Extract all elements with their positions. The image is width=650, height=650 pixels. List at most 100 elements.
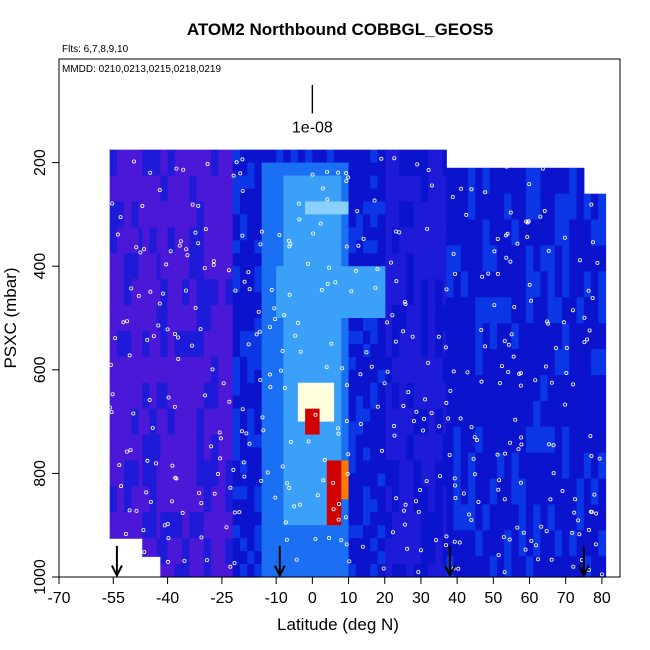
x-tick-label: 80 [593, 590, 611, 607]
heatmap-cell [489, 426, 498, 454]
heatmap-cell [475, 504, 484, 531]
anomaly-cell [239, 512, 248, 526]
heatmap-cell [562, 400, 570, 428]
heatmap-cell [399, 382, 408, 410]
anomaly-cell [305, 382, 313, 397]
observation-point [326, 383, 331, 388]
heatmap-cell [116, 279, 125, 306]
heatmap-cell [533, 245, 541, 272]
anomaly-cell [319, 551, 328, 565]
observation-point [345, 383, 350, 388]
heatmap-cell [116, 330, 125, 358]
heatmap-cell [576, 400, 585, 428]
anomaly-cell [261, 318, 270, 332]
anomaly-cell [363, 162, 371, 177]
anomaly-cell [290, 227, 299, 241]
heatmap-cell [131, 382, 140, 410]
heatmap-cell [218, 512, 227, 539]
heatmap-cell [203, 564, 212, 578]
anomaly-cell [334, 369, 342, 384]
observation-point [198, 327, 203, 332]
anomaly-cell [239, 227, 248, 241]
heatmap-cell [406, 201, 415, 228]
anomaly-cell [348, 447, 357, 462]
observation-point [258, 242, 263, 247]
observation-point [333, 280, 338, 285]
anomaly-cell [268, 279, 277, 293]
x-axis: -70 -55 -40 -25 -10 0 10 20 30 40 50 60 70 80 [47, 576, 611, 607]
anomaly-cell [268, 551, 277, 565]
anomaly-cell [232, 175, 241, 190]
anomaly-cell [268, 201, 277, 215]
anomaly-cell [290, 421, 299, 436]
anomaly-cell [377, 551, 386, 565]
observation-point [240, 407, 245, 412]
heatmap-cell [428, 486, 437, 513]
heatmap-cell [467, 452, 476, 480]
heatmap-cell [511, 323, 520, 350]
heatmap-cell [189, 253, 198, 280]
observation-point [527, 182, 532, 187]
observation-point [418, 548, 423, 553]
heatmap-cell [211, 149, 219, 177]
heatmap-cell [156, 460, 161, 487]
anomaly-cell [297, 356, 306, 371]
anomaly-cell [276, 512, 284, 526]
anomaly-cell [254, 356, 263, 371]
heatmap-cell [518, 556, 527, 578]
observation-point [401, 329, 406, 334]
anomaly-cell [290, 551, 299, 565]
heatmap-cell [482, 297, 491, 324]
heatmap-cell [406, 279, 415, 306]
heatmap-cell [149, 486, 158, 513]
observation-point [233, 288, 238, 293]
heatmap-cell [525, 193, 534, 221]
anomaly-cell [305, 564, 313, 578]
observation-point [182, 558, 187, 563]
heatmap-cell [116, 253, 125, 280]
anomaly-cell [334, 551, 342, 565]
anomaly-cell [326, 201, 335, 215]
heatmap-cell [413, 305, 422, 332]
anomaly-cell [276, 227, 284, 241]
heatmap-cell [211, 330, 219, 358]
observation-point [247, 287, 252, 292]
anomaly-cell [305, 499, 313, 513]
observation-point [181, 167, 186, 172]
anomaly-cell [334, 408, 342, 423]
anomaly-cell [341, 408, 350, 423]
observation-point [394, 279, 399, 284]
anomaly-cell [377, 305, 386, 319]
observation-point [492, 303, 497, 308]
heatmap-cell [131, 330, 140, 358]
observation-point [227, 399, 232, 404]
anomaly-cell [247, 564, 256, 578]
observation-point [553, 346, 558, 351]
heatmap-cell [149, 149, 158, 177]
heatmap-cell [428, 201, 437, 228]
heatmap-cell [211, 460, 219, 487]
observation-point [570, 308, 575, 313]
heatmap-cell [182, 356, 190, 384]
anomaly-cell [341, 214, 350, 228]
observation-point [394, 496, 399, 501]
heatmap-cell [453, 193, 462, 221]
heatmap-cell [182, 564, 190, 578]
anomaly-cell [312, 499, 321, 513]
observation-point [257, 329, 262, 334]
anomaly-cell [377, 343, 386, 358]
anomaly-cell [268, 395, 277, 410]
observation-point [140, 204, 145, 209]
anomaly-cell [370, 512, 379, 526]
anomaly-cell [232, 473, 241, 487]
anomaly-cell [261, 305, 270, 319]
observation-point [456, 566, 461, 571]
heatmap-cell [225, 305, 234, 332]
anomaly-cell [377, 227, 386, 241]
heatmap-cell [160, 460, 169, 487]
heatmap-cell [576, 426, 585, 454]
observation-point [241, 460, 246, 465]
observation-point [375, 267, 380, 272]
anomaly-cell [363, 551, 371, 565]
heatmap-cell [547, 349, 556, 376]
